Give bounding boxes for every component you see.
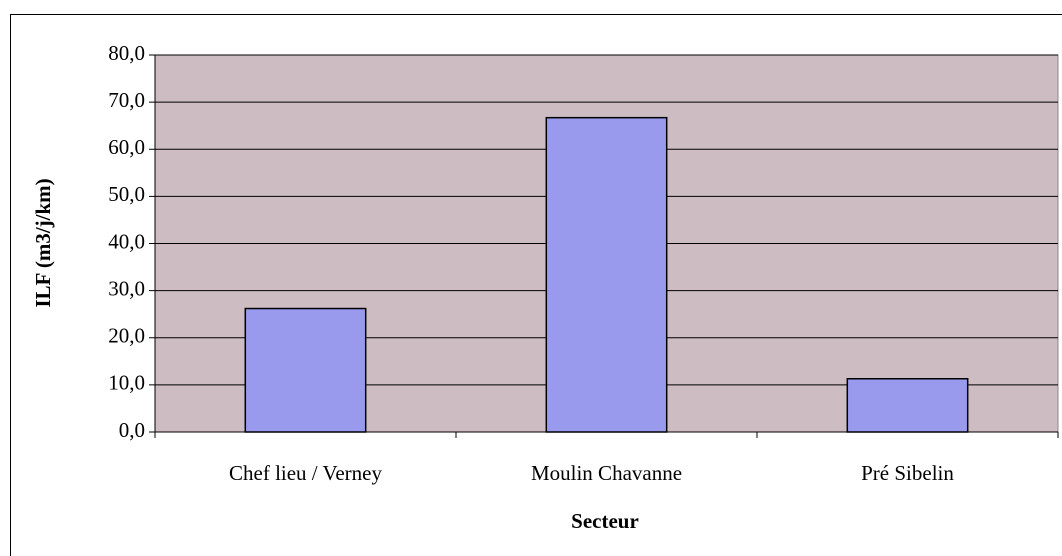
y-tick-label: 20,0 xyxy=(108,324,145,348)
y-tick-label: 10,0 xyxy=(108,371,145,395)
y-tick-label: 80,0 xyxy=(108,41,145,65)
y-axis-label: ILF (m3/j/km) xyxy=(31,178,55,307)
x-tick-label: Moulin Chavanne xyxy=(531,461,682,485)
x-tick-label: Chef lieu / Verney xyxy=(229,461,382,485)
y-tick-label: 30,0 xyxy=(108,276,145,300)
y-tick-label: 0,0 xyxy=(119,418,145,442)
bar xyxy=(545,116,668,433)
y-tick-label: 60,0 xyxy=(108,135,145,159)
y-tick-label: 50,0 xyxy=(108,182,145,206)
x-tick-label: Pré Sibelin xyxy=(861,461,954,485)
bar xyxy=(846,377,969,433)
bar xyxy=(244,307,367,433)
y-tick-label: 70,0 xyxy=(108,88,145,112)
x-axis-label: Secteur xyxy=(571,509,639,533)
y-tick-label: 40,0 xyxy=(108,229,145,253)
